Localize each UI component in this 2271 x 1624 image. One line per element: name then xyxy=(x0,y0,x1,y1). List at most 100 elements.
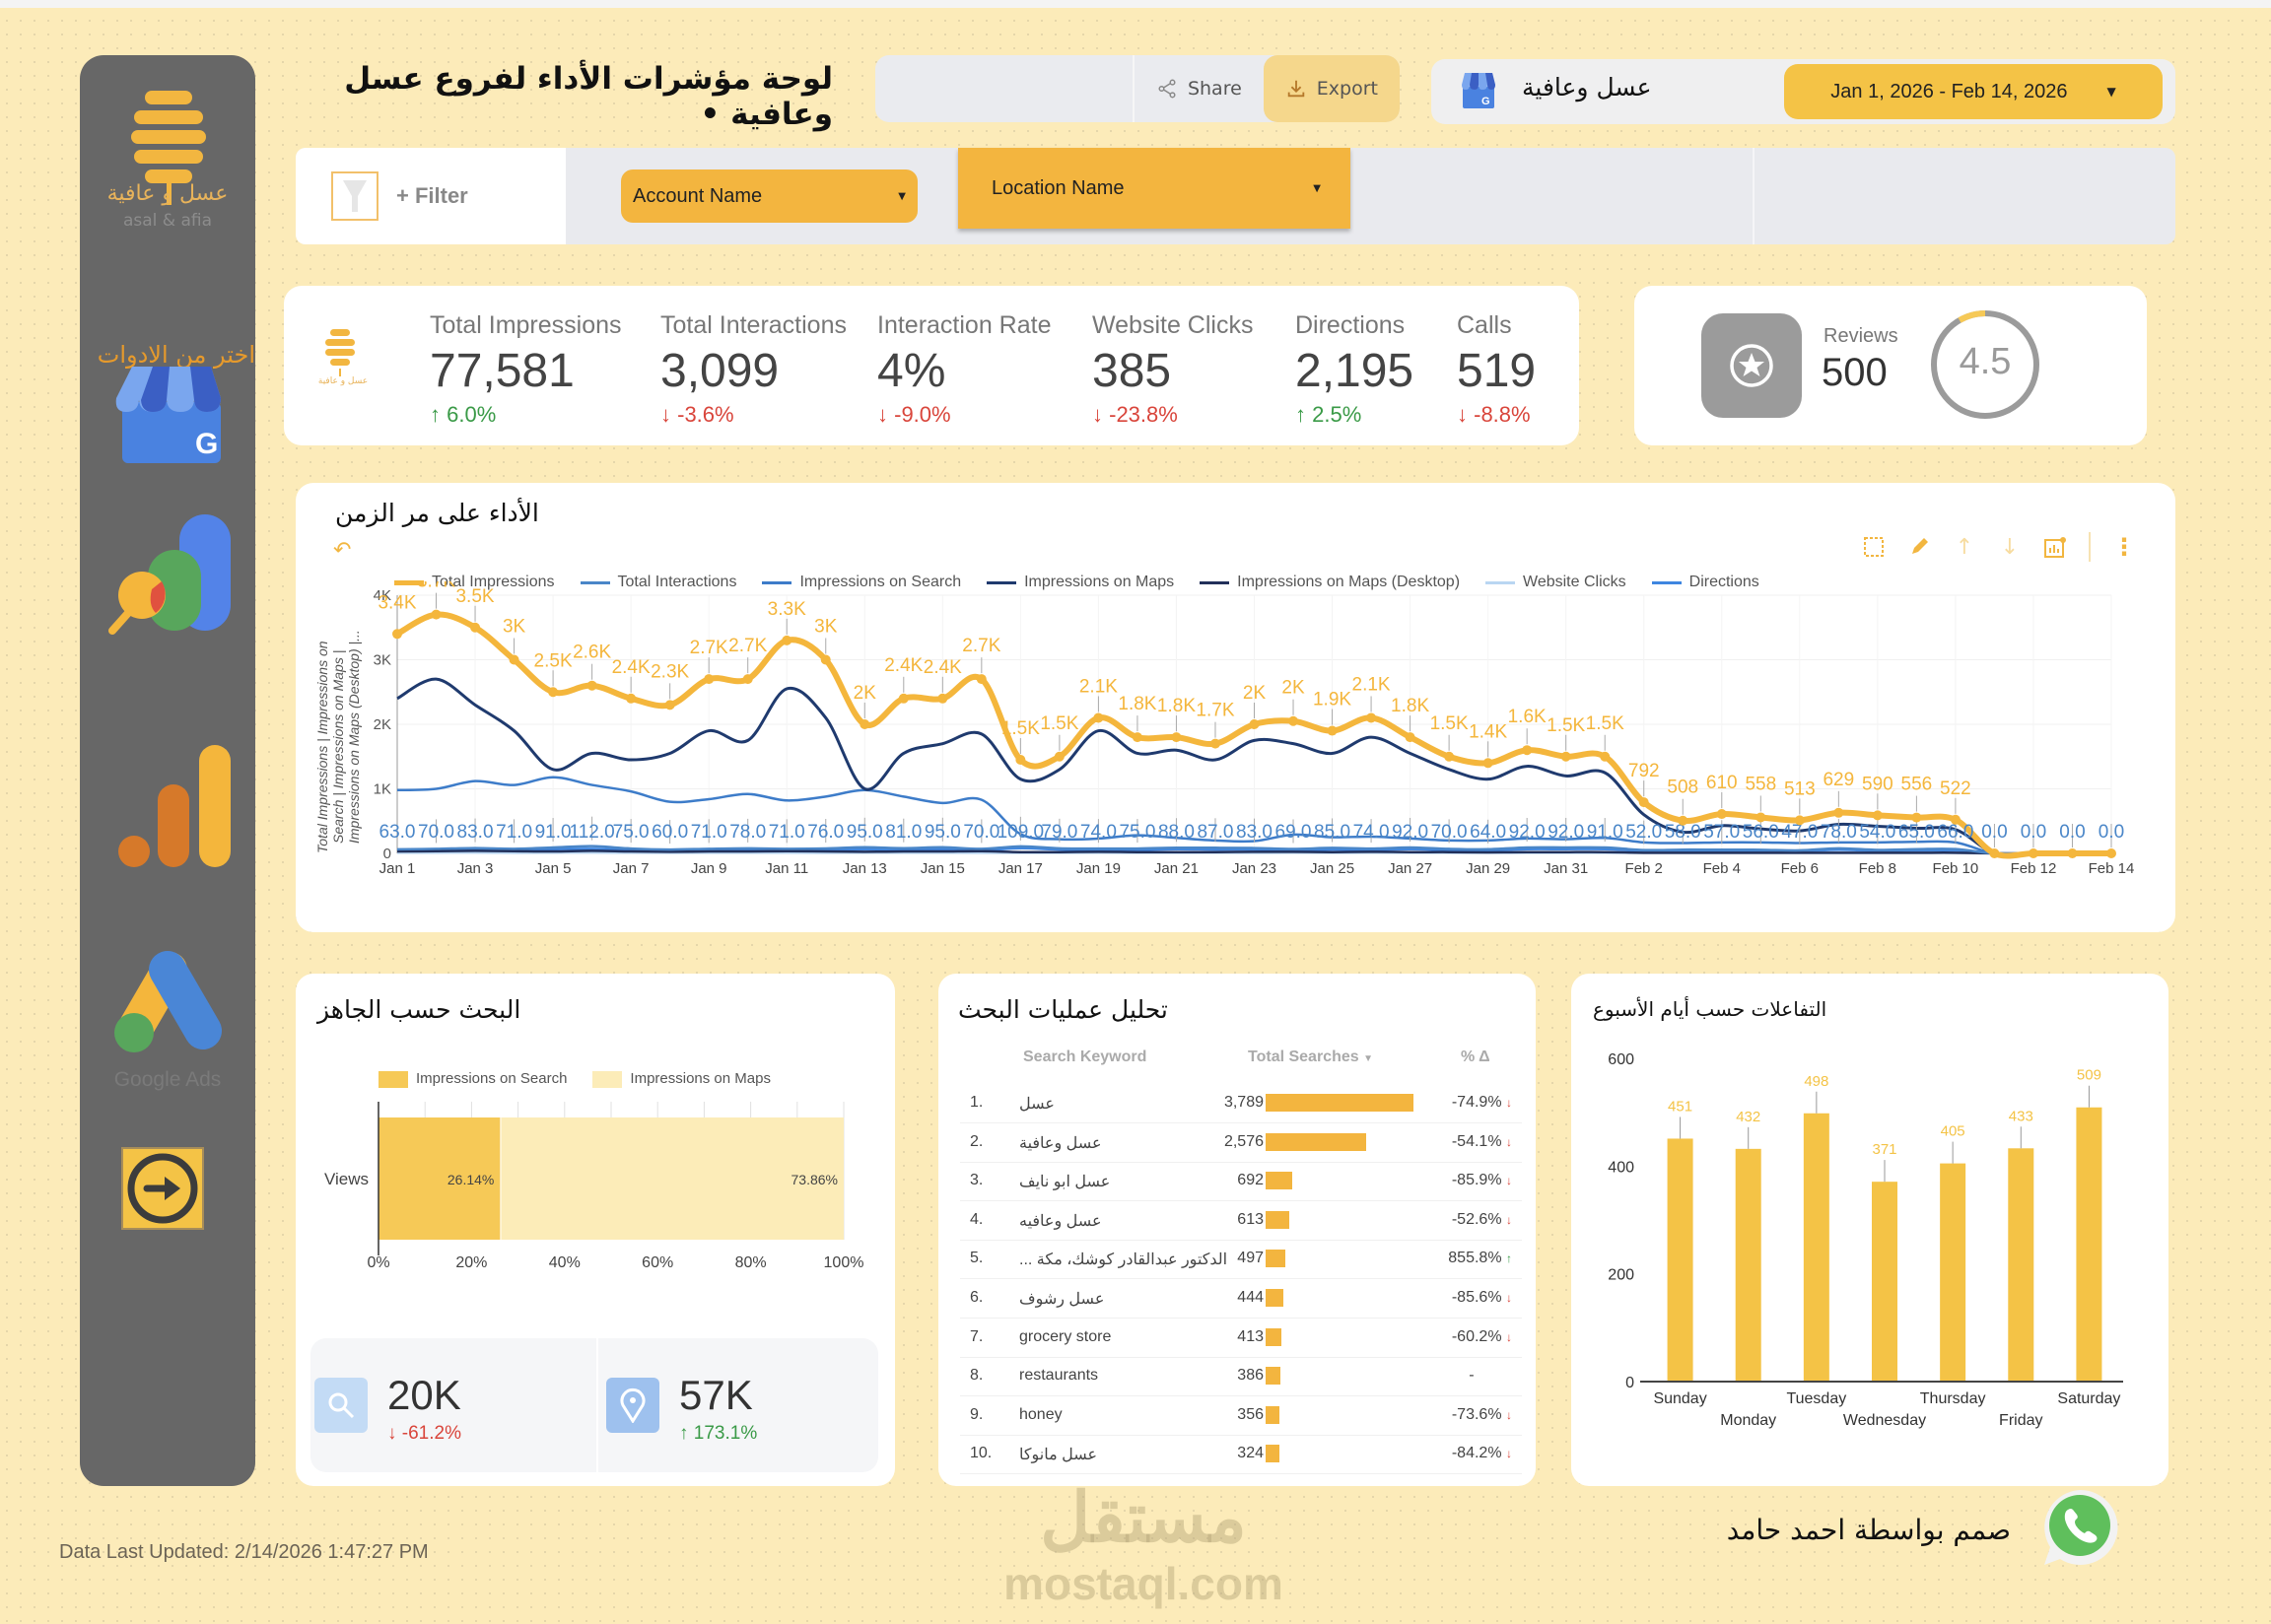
svg-text:Saturday: Saturday xyxy=(2057,1390,2120,1407)
undo-icon[interactable]: ↶ xyxy=(333,538,352,563)
table-row[interactable]: 8. restaurants 386 - xyxy=(960,1357,1522,1397)
svg-text:0%: 0% xyxy=(367,1254,389,1271)
column-header-delta[interactable]: % Δ xyxy=(1461,1049,1490,1065)
more-options-icon[interactable]: ⋮ xyxy=(2112,533,2136,561)
legend-item[interactable]: Impressions on Maps (Desktop) xyxy=(1200,574,1460,591)
looker-studio-button[interactable] xyxy=(104,510,231,637)
svg-text:508: 508 xyxy=(1667,778,1698,798)
svg-text:73.86%: 73.86% xyxy=(791,1172,838,1187)
svg-text:Jan 23: Jan 23 xyxy=(1232,860,1276,877)
brand-logo-icon xyxy=(131,91,206,205)
table-row[interactable]: 4. عسل وعافيه 613 -52.6% ↓ xyxy=(960,1201,1522,1241)
svg-text:3.5K: 3.5K xyxy=(455,586,494,607)
legend-item[interactable]: Directions xyxy=(1651,574,1759,591)
arrow-up-icon: ↑ xyxy=(679,1423,689,1444)
svg-text:83.0: 83.0 xyxy=(1236,822,1273,843)
svg-text:1.6K: 1.6K xyxy=(1508,707,1547,727)
svg-text:371: 371 xyxy=(1872,1141,1896,1158)
brand-logo-small-icon xyxy=(325,329,355,376)
svg-text:75.0: 75.0 xyxy=(613,822,650,843)
svg-text:Impressions on Maps (Desktop): Impressions on Maps (Desktop) |... xyxy=(346,630,362,844)
svg-text:400: 400 xyxy=(1608,1159,1634,1176)
location-name-dropdown[interactable]: Location Name ▼ xyxy=(958,148,1350,229)
filter-funnel-icon[interactable] xyxy=(331,171,378,221)
svg-text:405: 405 xyxy=(1941,1123,1965,1140)
delta: -85.9% ↓ xyxy=(1451,1172,1512,1189)
next-button[interactable] xyxy=(121,1147,204,1230)
column-header-keyword[interactable]: Search Keyword xyxy=(1023,1049,1147,1065)
reviews-card: Reviews 500 4.5 xyxy=(1634,286,2147,445)
kpi-total-interactions: Total Interactions 3,099 ↓ -3.6% xyxy=(660,311,847,427)
chevron-down-icon: ▼ xyxy=(898,190,906,202)
google-ads-button[interactable]: Google Ads xyxy=(104,942,231,1100)
svg-text:2.1K: 2.1K xyxy=(1079,676,1118,697)
chevron-down-icon: ▼ xyxy=(1313,182,1321,194)
export-button[interactable]: Export xyxy=(1263,55,1400,122)
delta: 855.8% ↑ xyxy=(1448,1250,1512,1267)
whatsapp-button[interactable] xyxy=(2038,1486,2121,1569)
svg-text:2.3K: 2.3K xyxy=(651,661,689,682)
google-business-profile-icon: G xyxy=(115,367,221,463)
tools-label: اختر من الادوات xyxy=(97,341,255,369)
google-business-profile-button[interactable]: G xyxy=(104,351,231,477)
keyword: عسل xyxy=(1019,1096,1055,1113)
svg-text:1.5K: 1.5K xyxy=(1430,713,1469,734)
svg-text:590: 590 xyxy=(1862,774,1893,794)
searches-bar xyxy=(1266,1367,1281,1386)
rating-gauge xyxy=(1931,310,2039,419)
account-name-dropdown[interactable]: Account Name ▼ xyxy=(621,169,918,223)
data-last-updated: Data Last Updated: 2/14/2026 1:47:27 PM xyxy=(59,1541,429,1563)
performance-line-chart: 0 1K 2K 3K 4K Jan 1 Jan 3 Jan 5 Jan 7 Jan 9 Jan 11… xyxy=(314,581,2134,877)
delta: -74.9% ↓ xyxy=(1451,1094,1512,1111)
table-row[interactable]: 10. عسل مانوكا 324 -84.2% ↓ xyxy=(960,1435,1522,1475)
legend-item[interactable]: Total Impressions xyxy=(394,574,555,591)
arrow-down-icon: ↓ xyxy=(1506,1174,1512,1188)
sort-descending-icon[interactable]: ↓ xyxy=(2000,534,2020,560)
table-row[interactable]: 3. عسل ابو نايف 692 -85.9% ↓ xyxy=(960,1162,1522,1202)
svg-text:60.0: 60.0 xyxy=(652,822,688,843)
table-row[interactable]: 7. grocery store 413 -60.2% ↓ xyxy=(960,1319,1522,1358)
arrow-down-icon: ↓ xyxy=(1506,1096,1512,1110)
table-row[interactable]: 2. عسل وعافية 2,576 -54.1% ↓ xyxy=(960,1123,1522,1163)
svg-text:70.0: 70.0 xyxy=(418,822,454,843)
legend-item[interactable]: Impressions on Maps xyxy=(987,574,1174,591)
star-badge-icon xyxy=(1701,313,1802,418)
svg-text:600: 600 xyxy=(1608,1052,1634,1068)
table-row[interactable]: 5. ... الدكتور عبدالقادر كوشك، مكة 497 855.… xyxy=(960,1240,1522,1280)
svg-text:Views: Views xyxy=(324,1170,369,1188)
sort-ascending-icon[interactable]: ↑ xyxy=(1955,534,1974,560)
arrow-down-icon: ↓ xyxy=(1506,1212,1512,1227)
add-filter-button[interactable]: + Filter xyxy=(396,183,468,208)
legend-item[interactable]: Website Clicks xyxy=(1485,574,1626,591)
svg-text:91.0: 91.0 xyxy=(535,822,572,843)
table-row[interactable]: 6. عسل رشوف 444 -85.6% ↓ xyxy=(960,1279,1522,1319)
date-range-value: Jan 1, 2026 - Feb 14, 2026 xyxy=(1830,80,2068,102)
table-row[interactable]: 9. honey 356 -73.6% ↓ xyxy=(960,1396,1522,1436)
location-name-label: Location Name xyxy=(992,176,1125,199)
legend-item[interactable]: Total Interactions xyxy=(580,574,736,591)
svg-text:200: 200 xyxy=(1608,1267,1634,1284)
keyword: grocery store xyxy=(1019,1327,1112,1345)
legend-item[interactable]: Impressions on Search xyxy=(762,574,961,591)
table-row[interactable]: 1. عسل 3,789 -74.9% ↓ xyxy=(960,1084,1522,1123)
searches-bar xyxy=(1266,1289,1283,1307)
svg-text:1.5K: 1.5K xyxy=(1586,713,1624,734)
legend-item-search: Impressions on Search xyxy=(378,1070,567,1088)
select-area-icon[interactable] xyxy=(1862,535,1886,559)
date-range-picker[interactable]: Jan 1, 2026 - Feb 14, 2026 ▼ xyxy=(1784,64,2163,119)
column-header-total-searches[interactable]: Total Searches ▼ xyxy=(1248,1049,1373,1065)
google-analytics-button[interactable] xyxy=(104,735,231,867)
svg-text:Feb 2: Feb 2 xyxy=(1625,860,1663,877)
svg-text:85.0: 85.0 xyxy=(1314,822,1350,843)
svg-text:Feb 8: Feb 8 xyxy=(1859,860,1896,877)
chart-settings-icon[interactable] xyxy=(2043,535,2067,559)
svg-text:70.0: 70.0 xyxy=(963,822,999,843)
svg-text:Jan 21: Jan 21 xyxy=(1154,860,1199,877)
svg-text:Feb 10: Feb 10 xyxy=(1933,860,1979,877)
svg-text:0: 0 xyxy=(1625,1375,1634,1391)
edit-pencil-icon[interactable] xyxy=(1907,535,1931,559)
keyword: عسل رشوف xyxy=(1019,1291,1105,1308)
arrow-down-icon: ↓ xyxy=(1506,1407,1512,1422)
svg-text:65.0: 65.0 xyxy=(1898,822,1935,843)
share-button[interactable]: Share xyxy=(1132,55,1264,122)
